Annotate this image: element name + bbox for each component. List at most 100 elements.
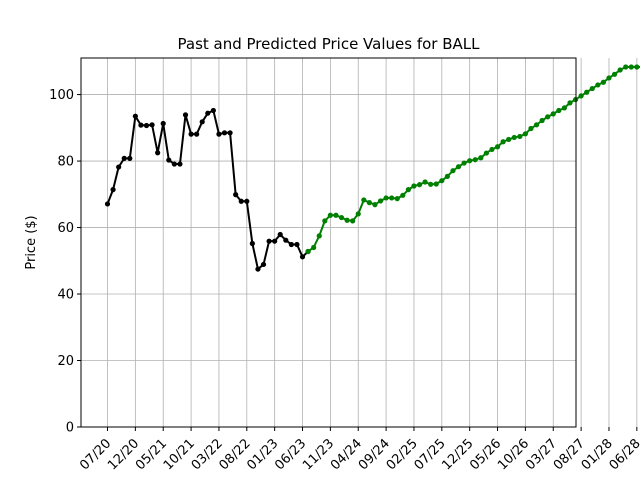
data-point xyxy=(233,192,239,198)
data-point xyxy=(227,130,233,136)
data-point xyxy=(377,198,384,204)
data-point xyxy=(428,181,434,187)
data-point xyxy=(305,248,311,255)
data-point xyxy=(528,125,534,132)
y-tick-label: 80 xyxy=(57,155,74,170)
series-1 xyxy=(305,64,640,255)
data-point xyxy=(600,79,607,85)
data-point xyxy=(578,93,584,99)
data-point xyxy=(372,202,378,208)
data-point xyxy=(188,131,194,137)
data-point xyxy=(533,122,540,128)
data-point xyxy=(249,240,255,247)
data-point xyxy=(383,195,389,201)
data-point xyxy=(171,161,177,167)
data-point xyxy=(561,105,568,111)
data-point xyxy=(539,117,545,124)
data-point xyxy=(110,187,116,193)
chart-title: Past and Predicted Price Values for BALL xyxy=(178,35,481,53)
data-point xyxy=(361,197,367,203)
data-point xyxy=(517,133,523,140)
data-point xyxy=(589,85,595,92)
data-point xyxy=(433,181,439,187)
data-point xyxy=(444,173,450,179)
data-point xyxy=(567,100,573,106)
data-point xyxy=(450,168,456,174)
data-point xyxy=(260,261,267,268)
data-point xyxy=(194,131,200,137)
data-point xyxy=(389,195,395,201)
data-point xyxy=(511,134,517,141)
data-point xyxy=(166,157,172,163)
data-point xyxy=(489,146,495,153)
data-point xyxy=(595,82,601,88)
data-point xyxy=(506,136,512,143)
data-point xyxy=(628,64,634,70)
data-point xyxy=(545,114,551,120)
data-point xyxy=(277,231,283,238)
data-point xyxy=(344,217,350,223)
data-point xyxy=(350,218,356,224)
data-point xyxy=(132,113,138,119)
data-point xyxy=(550,111,556,117)
data-point xyxy=(322,218,328,224)
data-point xyxy=(182,112,189,118)
data-point xyxy=(355,211,361,217)
data-point xyxy=(584,89,590,95)
data-point xyxy=(556,107,562,114)
plot-frame xyxy=(80,57,577,428)
data-point xyxy=(327,212,333,218)
data-point xyxy=(411,183,417,189)
data-point xyxy=(143,122,150,129)
data-point xyxy=(205,110,211,116)
data-point xyxy=(288,241,294,248)
data-point xyxy=(155,150,161,156)
y-tick-label: 40 xyxy=(57,288,74,303)
data-point xyxy=(333,212,339,218)
data-point xyxy=(216,131,222,137)
data-point xyxy=(455,164,462,170)
y-tick-label: 60 xyxy=(57,221,74,236)
y-tick-label: 100 xyxy=(49,88,74,103)
data-point xyxy=(316,233,322,239)
data-point xyxy=(500,139,506,145)
data-point xyxy=(494,144,501,150)
data-point xyxy=(338,214,345,221)
data-point xyxy=(623,64,629,70)
y-tick-label: 20 xyxy=(57,354,74,369)
series-layer xyxy=(104,64,640,272)
data-point xyxy=(439,178,445,184)
data-point xyxy=(210,107,216,114)
data-point xyxy=(611,71,618,77)
y-tick-label: 0 xyxy=(66,421,74,436)
data-point xyxy=(366,200,372,206)
data-point xyxy=(461,160,467,166)
data-point xyxy=(483,150,489,156)
data-point xyxy=(416,182,423,188)
data-point xyxy=(467,158,473,164)
data-point xyxy=(294,241,300,248)
data-point xyxy=(617,67,623,73)
data-point xyxy=(138,122,144,128)
data-point xyxy=(160,120,166,127)
data-point xyxy=(394,196,400,202)
data-point xyxy=(149,122,155,128)
data-point xyxy=(400,192,406,198)
data-point xyxy=(238,198,244,204)
data-point xyxy=(606,75,612,81)
data-point xyxy=(634,64,640,70)
data-point xyxy=(272,238,278,244)
data-point xyxy=(299,254,306,260)
data-point xyxy=(266,238,272,244)
series-0 xyxy=(104,107,311,272)
data-point xyxy=(311,244,317,251)
data-point xyxy=(283,237,289,243)
data-point xyxy=(116,164,122,170)
data-point xyxy=(405,187,411,193)
data-point xyxy=(221,130,228,136)
data-point xyxy=(522,131,529,137)
data-point xyxy=(121,155,127,161)
data-point xyxy=(422,179,428,185)
